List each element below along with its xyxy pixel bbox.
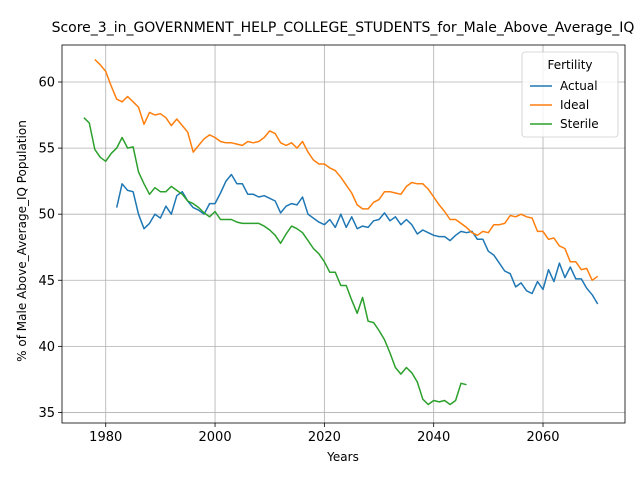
x-tick-label: 2040 xyxy=(417,430,450,445)
chart-title: Score_3_in_GOVERNMENT_HELP_COLLEGE_STUDE… xyxy=(52,20,635,36)
y-tick-label: 45 xyxy=(38,274,55,289)
legend-title: Fertility xyxy=(547,58,592,72)
y-tick-label: 60 xyxy=(38,76,55,91)
legend-label-sterile: Sterile xyxy=(560,117,599,131)
x-axis-label: Years xyxy=(326,450,359,464)
x-tick-label: 2020 xyxy=(308,430,341,445)
legend-label-ideal: Ideal xyxy=(560,98,589,112)
x-tick-label: 2060 xyxy=(526,430,559,445)
y-tick-label: 40 xyxy=(38,340,55,355)
y-axis-label: % of Male Above_Average_IQ Population xyxy=(15,120,29,362)
x-tick-label: 1980 xyxy=(89,430,122,445)
legend-label-actual: Actual xyxy=(560,79,598,93)
y-tick-label: 55 xyxy=(38,142,55,157)
legend: Fertility Actual Ideal Sterile xyxy=(522,52,618,137)
x-tick-label: 2000 xyxy=(199,430,232,445)
y-tick-label: 50 xyxy=(38,208,55,223)
y-tick-label: 35 xyxy=(38,406,55,421)
